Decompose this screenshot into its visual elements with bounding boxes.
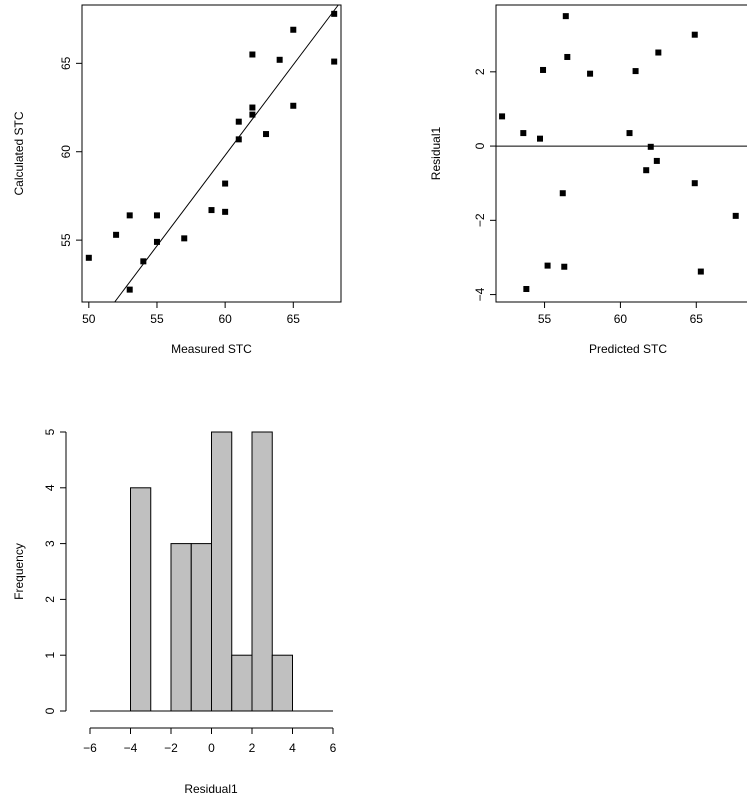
data-point xyxy=(732,212,739,219)
x-axis-label: Predicted STC xyxy=(589,342,667,356)
data-point xyxy=(559,190,566,197)
y-tick-label: 5 xyxy=(43,428,57,435)
data-point xyxy=(85,254,92,261)
y-tick-label: 65 xyxy=(59,56,73,70)
y-tick-label: −2 xyxy=(473,213,487,227)
data-point xyxy=(653,157,660,164)
data-point xyxy=(626,130,633,137)
data-point xyxy=(235,118,242,125)
residual-vs-predicted-panel: 55 60 65 −4 −2 0 2 Predicted STC Residual1 xyxy=(429,4,747,356)
data-point xyxy=(208,207,215,214)
x-tick-label: 65 xyxy=(690,312,704,326)
x-tick-label: 4 xyxy=(289,741,296,755)
data-point xyxy=(126,286,133,293)
y-tick-label: 0 xyxy=(473,142,487,149)
data-point xyxy=(181,235,188,242)
histogram-bar xyxy=(190,543,212,712)
data-point xyxy=(540,66,547,73)
histogram-bar xyxy=(211,431,233,712)
data-point xyxy=(126,212,133,219)
data-point xyxy=(113,231,120,238)
data-point xyxy=(523,286,530,293)
plot-frame xyxy=(495,4,747,303)
data-point xyxy=(520,130,527,137)
data-point xyxy=(263,131,270,138)
histogram-bar xyxy=(170,543,192,712)
x-tick-label: 55 xyxy=(150,312,164,326)
x-tick-label: −4 xyxy=(124,741,138,755)
x-axis-label: Residual1 xyxy=(184,782,238,796)
y-axis-label: Calculated STC xyxy=(12,111,26,195)
data-point xyxy=(222,208,229,215)
histogram-bar xyxy=(231,654,253,712)
y-tick-label: 2 xyxy=(473,68,487,75)
x-tick-label: −6 xyxy=(83,741,97,755)
data-point xyxy=(331,10,338,17)
data-point xyxy=(235,136,242,143)
x-tick-label: 60 xyxy=(614,312,628,326)
x-tick-label: 60 xyxy=(218,312,232,326)
histogram-bar xyxy=(251,431,273,712)
data-point xyxy=(691,31,698,38)
data-point xyxy=(691,180,698,187)
data-point xyxy=(153,212,160,219)
data-point xyxy=(140,258,147,265)
y-axis-label: Residual1 xyxy=(429,126,443,180)
data-point xyxy=(290,26,297,33)
data-point xyxy=(290,102,297,109)
data-point xyxy=(537,135,543,142)
data-point xyxy=(331,58,338,65)
data-point xyxy=(632,68,639,75)
y-tick-label: 1 xyxy=(43,652,57,659)
y-axis-label: Frequency xyxy=(12,543,26,600)
y-tick-label: 2 xyxy=(43,596,57,603)
x-tick-label: 6 xyxy=(330,741,337,755)
y-tick-label: 0 xyxy=(43,707,57,714)
histogram-bar xyxy=(130,487,152,712)
data-point xyxy=(562,13,569,20)
data-point xyxy=(249,104,256,111)
data-point xyxy=(499,113,506,120)
y-tick-label: 3 xyxy=(43,540,57,547)
data-point xyxy=(249,51,256,58)
y-tick-label: 60 xyxy=(59,145,73,159)
data-point xyxy=(544,262,551,269)
residual-histogram-panel: −6 −4 −2 0 2 4 6 0 1 2 3 4 5 Residual1 Frequency xyxy=(12,428,337,796)
fit-line xyxy=(114,4,339,303)
data-point xyxy=(249,111,256,118)
data-point xyxy=(647,143,654,150)
data-point xyxy=(697,268,704,275)
x-tick-label: 65 xyxy=(287,312,301,326)
data-point xyxy=(655,49,662,56)
y-tick-label: −4 xyxy=(473,287,487,301)
plot-frame xyxy=(81,4,342,303)
y-tick-label: 55 xyxy=(59,233,73,247)
x-tick-label: 2 xyxy=(249,741,256,755)
data-point xyxy=(587,70,594,77)
data-point xyxy=(153,238,160,245)
histogram-bar xyxy=(271,654,293,712)
data-point xyxy=(222,180,229,187)
data-point xyxy=(561,263,568,270)
x-tick-label: 55 xyxy=(538,312,552,326)
x-tick-label: 50 xyxy=(82,312,96,326)
x-tick-label: −2 xyxy=(164,741,178,755)
measured-vs-calculated-panel: 50 55 60 65 55 60 65 Measured STC Calculated STC xyxy=(12,4,342,356)
data-point xyxy=(643,167,650,174)
y-tick-label: 4 xyxy=(43,484,57,491)
data-point xyxy=(564,53,571,60)
x-tick-label: 0 xyxy=(208,741,215,755)
data-point xyxy=(276,56,283,63)
x-axis-label: Measured STC xyxy=(171,342,252,356)
